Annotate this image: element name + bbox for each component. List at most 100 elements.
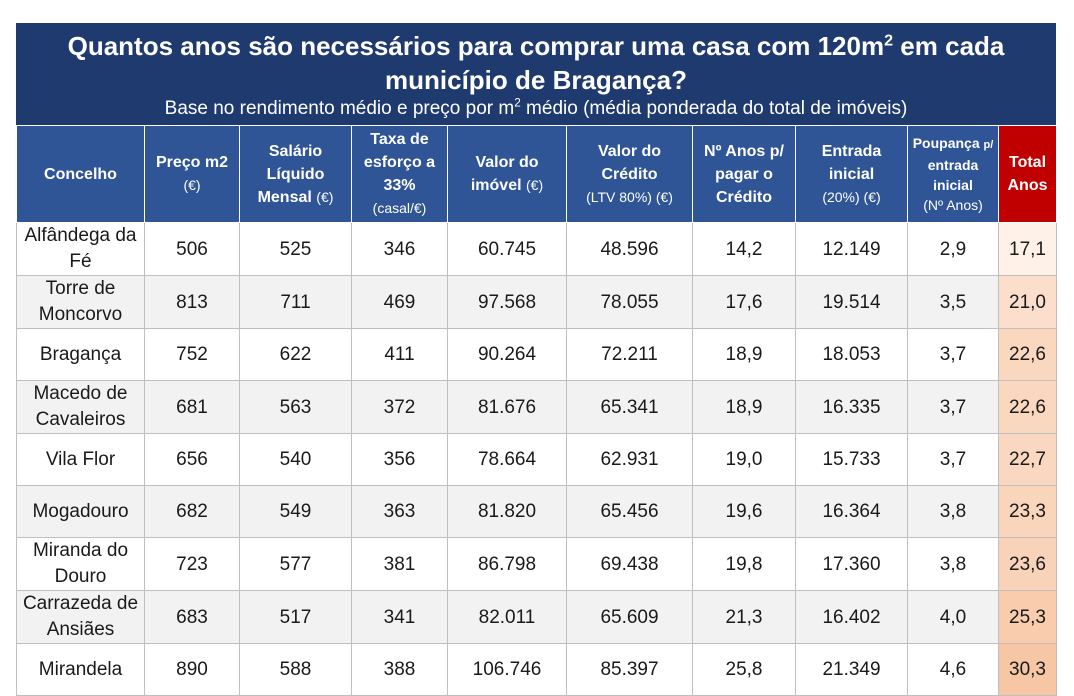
cell-preco-m2: 656 [144, 433, 240, 486]
cell-anos-credito: 21,3 [692, 590, 796, 644]
cell-taxa: 411 [351, 328, 448, 381]
cell-concelho: Vila Flor [16, 433, 145, 486]
cell-taxa: 346 [351, 222, 448, 276]
cell-concelho: Carrazeda de Ansiães [16, 590, 145, 644]
cell-poupanca: 3,5 [907, 275, 999, 329]
table-row: Alfândega da Fé 506 525 346 60.745 48.596 14,2… [16, 222, 1057, 276]
cell-anos-credito: 19,8 [692, 537, 796, 591]
header-valor-credito: Valor do Crédito (LTV 80%) (€) [566, 125, 693, 223]
cell-preco-m2: 723 [144, 537, 240, 591]
header-valor-imovel: Valor do imóvel (€) [447, 125, 567, 223]
cell-taxa: 388 [351, 643, 448, 696]
table-row: Vila Flor 656 540 356 78.664 62.931 19,0 15.733… [16, 433, 1057, 486]
cell-preco-m2: 752 [144, 328, 240, 381]
cell-poupanca: 3,7 [907, 433, 999, 486]
header-poupanca: Poupança p/ entrada inicial (Nº Anos) [907, 125, 999, 223]
cell-preco-m2: 683 [144, 590, 240, 644]
cell-valor-credito: 65.609 [566, 590, 693, 644]
cell-valor-credito: 65.341 [566, 380, 693, 434]
cell-valor-imovel: 97.568 [447, 275, 567, 329]
subtitle-start-text: Base no rendimento médio e preço por m [164, 98, 515, 119]
cell-total-anos: 17,1 [998, 222, 1057, 276]
header-salario: Salário Líquido Mensal (€) [239, 125, 352, 223]
cell-poupanca: 3,7 [907, 328, 999, 381]
cell-entrada: 16.335 [795, 380, 908, 434]
cell-poupanca: 3,8 [907, 485, 999, 538]
cell-anos-credito: 18,9 [692, 328, 796, 381]
cell-salario: 517 [239, 590, 352, 644]
cell-total-anos: 30,3 [998, 643, 1057, 696]
table-row: Mirandela 890 588 388 106.746 85.397 25,8 21.34… [16, 643, 1057, 696]
cell-taxa: 356 [351, 433, 448, 486]
cell-total-anos: 25,3 [998, 590, 1057, 644]
cell-entrada: 18.053 [795, 328, 908, 381]
cell-total-anos: 23,6 [998, 537, 1057, 591]
cell-entrada: 16.364 [795, 485, 908, 538]
cell-valor-imovel: 81.820 [447, 485, 567, 538]
cell-preco-m2: 681 [144, 380, 240, 434]
cell-total-anos: 23,3 [998, 485, 1057, 538]
table-row: Carrazeda de Ansiães 683 517 341 82.011 65.60… [16, 590, 1057, 644]
cell-anos-credito: 17,6 [692, 275, 796, 329]
title-line2-text: município de Bragança? [385, 65, 687, 95]
cell-anos-credito: 25,8 [692, 643, 796, 696]
cell-entrada: 17.360 [795, 537, 908, 591]
cell-entrada: 15.733 [795, 433, 908, 486]
cell-total-anos: 22,7 [998, 433, 1057, 486]
title-block: Quantos anos são necessários para compra… [16, 23, 1056, 125]
chart-subtitle: Base no rendimento médio e preço por m2 … [24, 97, 1048, 121]
cell-valor-credito: 85.397 [566, 643, 693, 696]
header-concelho: Concelho [16, 125, 145, 223]
cell-anos-credito: 18,9 [692, 380, 796, 434]
cell-entrada: 12.149 [795, 222, 908, 276]
cell-concelho: Macedo de Cavaleiros [16, 380, 145, 434]
cell-valor-imovel: 81.676 [447, 380, 567, 434]
cell-concelho: Mogadouro [16, 485, 145, 538]
cell-concelho: Torre de Moncorvo [16, 275, 145, 329]
subtitle-end-text: médio (média ponderada do total de imóve… [520, 98, 908, 119]
table-row: Miranda do Douro 723 577 381 86.798 69.438 19,… [16, 537, 1057, 591]
cell-entrada: 19.514 [795, 275, 908, 329]
cell-valor-imovel: 78.664 [447, 433, 567, 486]
cell-anos-credito: 19,0 [692, 433, 796, 486]
table-row: Torre de Moncorvo 813 711 469 97.568 78.055 17… [16, 275, 1057, 329]
title-line1-text: Quantos anos são necessários para compra… [67, 31, 885, 61]
cell-concelho: Mirandela [16, 643, 145, 696]
data-table: Concelho Preço m2 (€) Salário Líquido Men… [16, 125, 1057, 696]
header-total-anos: Total Anos [998, 125, 1057, 223]
table-container: Quantos anos são necessários para compra… [16, 23, 1057, 696]
cell-taxa: 372 [351, 380, 448, 434]
cell-poupanca: 2,9 [907, 222, 999, 276]
cell-concelho: Bragança [16, 328, 145, 381]
cell-salario: 588 [239, 643, 352, 696]
cell-anos-credito: 19,6 [692, 485, 796, 538]
cell-concelho: Miranda do Douro [16, 537, 145, 591]
cell-valor-imovel: 106.746 [447, 643, 567, 696]
cell-salario: 622 [239, 328, 352, 381]
cell-taxa: 363 [351, 485, 448, 538]
subtitle-superscript: 2 [514, 96, 521, 110]
cell-preco-m2: 813 [144, 275, 240, 329]
header-row: Concelho Preço m2 (€) Salário Líquido Men… [16, 125, 1057, 223]
table-row: Bragança 752 622 411 90.264 72.211 18,9 18.053 3… [16, 328, 1057, 381]
cell-preco-m2: 682 [144, 485, 240, 538]
cell-salario: 549 [239, 485, 352, 538]
cell-total-anos: 22,6 [998, 328, 1057, 381]
cell-preco-m2: 890 [144, 643, 240, 696]
title-superscript: 2 [884, 31, 894, 50]
table-body: Alfândega da Fé 506 525 346 60.745 48.596 14,2… [16, 222, 1057, 696]
header-entrada-inicial: Entrada inicial (20%) (€) [795, 125, 908, 223]
cell-valor-credito: 62.931 [566, 433, 693, 486]
cell-valor-credito: 69.438 [566, 537, 693, 591]
cell-valor-imovel: 90.264 [447, 328, 567, 381]
cell-valor-credito: 78.055 [566, 275, 693, 329]
cell-valor-imovel: 86.798 [447, 537, 567, 591]
cell-salario: 563 [239, 380, 352, 434]
cell-poupanca: 3,8 [907, 537, 999, 591]
cell-poupanca: 4,6 [907, 643, 999, 696]
table-row: Mogadouro 682 549 363 81.820 65.456 19,6 16.364… [16, 485, 1057, 538]
cell-poupanca: 3,7 [907, 380, 999, 434]
cell-preco-m2: 506 [144, 222, 240, 276]
header-anos-credito: Nº Anos p/ pagar o Crédito [692, 125, 796, 223]
cell-salario: 525 [239, 222, 352, 276]
